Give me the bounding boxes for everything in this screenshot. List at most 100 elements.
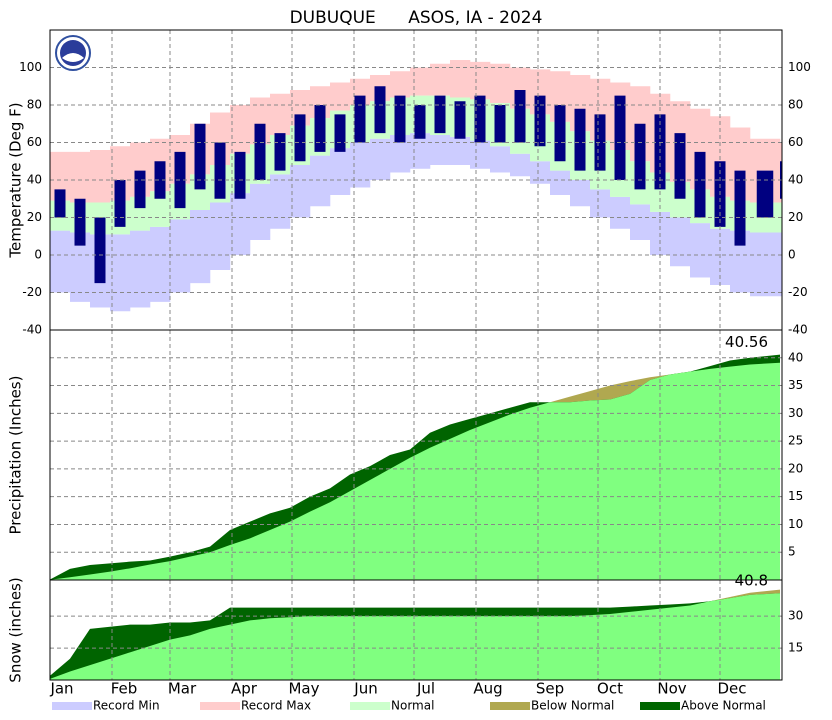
y-tick-label-right: 20: [788, 210, 803, 224]
record-min-bar: [350, 142, 371, 188]
legend-swatch: [200, 702, 240, 710]
observed-bar: [354, 95, 366, 143]
observed-bar: [334, 114, 346, 152]
record-min-bar: [730, 230, 751, 293]
record-min-bar: [50, 230, 71, 293]
legend-label: Record Min: [93, 699, 160, 713]
record-min-bar: [470, 140, 491, 169]
y-tick-label-right: -20: [788, 285, 808, 299]
y-tick-label-left: 40: [27, 173, 42, 187]
observed-bar: [634, 123, 646, 190]
observed-bar: [294, 114, 306, 162]
observed-bar: [154, 161, 166, 199]
record-min-bar: [750, 232, 781, 297]
record-min-bar: [570, 180, 591, 207]
observed-bar: [734, 170, 746, 246]
record-min-bar: [630, 204, 651, 240]
y-tick-label-right: 20: [788, 461, 803, 475]
observed-bar: [114, 180, 126, 227]
x-tick-label: Dec: [717, 680, 746, 698]
observed-bar: [694, 151, 706, 218]
observed-bar: [454, 101, 466, 139]
observed-bar: [234, 151, 246, 199]
legend-swatch: [350, 702, 390, 710]
legend-swatch: [52, 702, 92, 710]
record-min-bar: [370, 138, 391, 180]
noaa-logo: [55, 35, 91, 71]
y-axis-title: Snow (inches): [7, 577, 25, 682]
observed-bar: [414, 105, 426, 139]
legend-label: Below Normal: [531, 699, 614, 713]
record-min-bar: [270, 174, 291, 229]
record-max-bar: [50, 151, 71, 201]
x-tick-label: May: [288, 680, 319, 698]
x-tick-label: Oct: [597, 680, 623, 698]
chart-title: DUBUQUE ASOS, IA - 2024: [290, 8, 543, 28]
record-max-bar: [410, 67, 431, 96]
record-min-bar: [130, 230, 151, 308]
x-tick-label: Feb: [111, 680, 138, 698]
observed-bar: [756, 170, 774, 218]
record-min-bar: [190, 210, 211, 284]
record-min-bar: [310, 155, 331, 207]
y-tick-label-left: 100: [19, 60, 42, 74]
x-tick-label: Aug: [473, 680, 502, 698]
record-min-bar: [670, 217, 691, 267]
legend-label: Above Normal: [681, 699, 766, 713]
record-min-bar: [290, 165, 311, 218]
y-tick-label-right: 15: [788, 489, 803, 503]
observed-bar: [194, 123, 206, 190]
y-tick-label-right: 30: [788, 406, 803, 420]
observed-bar: [574, 108, 586, 171]
panel-frame: [49, 579, 783, 681]
legend-swatch: [490, 702, 530, 710]
y-tick-label-left: 0: [34, 248, 42, 262]
observed-bar: [254, 123, 266, 180]
y-tick-label-right: 100: [788, 60, 811, 74]
record-min-bar: [530, 161, 551, 184]
y-tick-label-right: 30: [788, 609, 803, 623]
record-min-bar: [610, 196, 631, 229]
panel: 40.56 5 10 15 20 25 30 35 40 Precipitation (Inche…: [7, 329, 803, 581]
legend-label: Normal: [391, 699, 434, 713]
record-min-bar: [170, 219, 191, 293]
x-tick-label: Apr: [231, 680, 258, 698]
y-tick-label-right: 5: [788, 545, 796, 559]
y-tick-label-left: 60: [27, 135, 42, 149]
y-tick-label-left: -40: [22, 323, 42, 337]
observed-bar: [554, 105, 566, 162]
record-min-bar: [550, 170, 571, 195]
x-tick-label: Mar: [168, 680, 197, 698]
y-tick-label-left: 20: [27, 210, 42, 224]
legend: Record Min Record Max Normal Below Normal Ab…: [52, 699, 766, 713]
observed-bar: [54, 189, 66, 218]
record-min-bar: [330, 148, 351, 195]
y-axis-title: Precipitation (Inches): [7, 376, 25, 535]
x-tick-label: Sep: [536, 680, 564, 698]
record-min-bar: [450, 136, 471, 165]
observed-bar: [514, 90, 526, 143]
y-tick-label-right: 25: [788, 434, 803, 448]
y-tick-label-right: 40: [788, 173, 803, 187]
y-tick-label-right: 10: [788, 517, 803, 531]
record-min-bar: [780, 232, 783, 297]
record-min-bar: [150, 226, 171, 302]
record-max-bar: [90, 150, 111, 203]
logo-gull: [62, 53, 84, 62]
observed-bar: [434, 95, 446, 134]
observed-bar: [274, 133, 286, 171]
panel: 40.8 15 30 Snow (inches) Jan Feb Mar Apr May Jun J…: [7, 572, 804, 698]
observed-bar: [474, 95, 486, 143]
record-min-bar: [250, 183, 271, 240]
record-min-bar: [230, 193, 251, 255]
record-min-bar: [390, 135, 411, 173]
record-min-bar: [70, 232, 91, 302]
panel: -40 -40 -20 -20 0 0 20 20 40 40 60 60 80 80 100 100 Temp…: [7, 29, 811, 337]
record-min-bar: [510, 153, 531, 177]
observed-bar: [494, 105, 506, 143]
record-max-bar: [390, 71, 411, 98]
y-tick-label-right: 80: [788, 98, 803, 112]
annotation: 40.56: [725, 333, 768, 351]
observed-bar: [214, 142, 226, 199]
